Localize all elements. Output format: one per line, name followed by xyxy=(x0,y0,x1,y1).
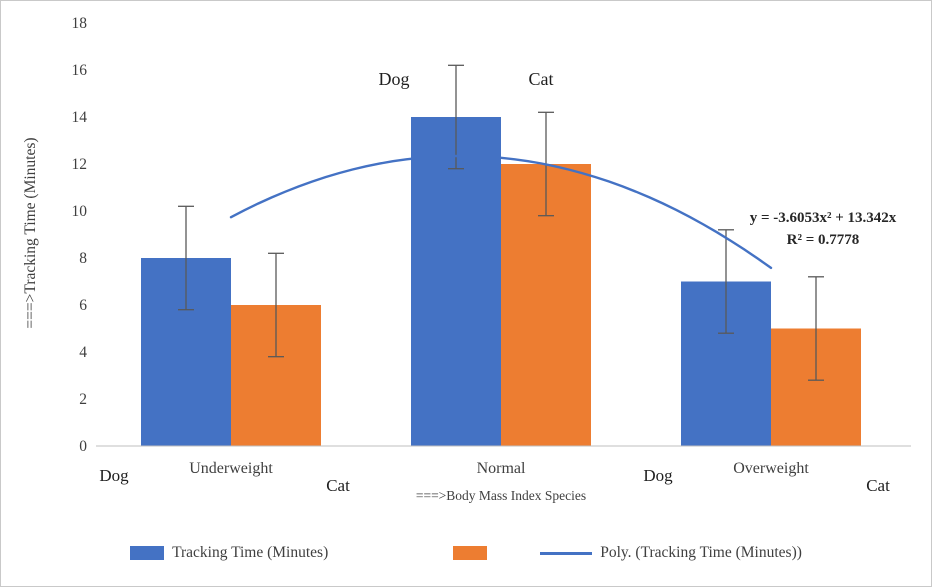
y-tick-label: 6 xyxy=(79,297,87,314)
trendline-r-squared: R² = 0.7778 xyxy=(715,230,931,252)
y-tick-label: 10 xyxy=(72,203,88,220)
legend-label-poly: Poly. (Tracking Time (Minutes)) xyxy=(600,544,802,562)
legend-label-tracking-time: Tracking Time (Minutes) xyxy=(172,544,328,562)
trendline-equation: y = -3.6053x² + 13.342x R² = 0.7778 xyxy=(715,208,931,252)
x-axis-title: ===>Body Mass Index Species xyxy=(96,488,906,504)
legend-swatch-orange-rect xyxy=(453,546,487,560)
trendline-equation-line: y = -3.6053x² + 13.342x xyxy=(715,208,931,230)
y-tick-label: 2 xyxy=(79,391,87,408)
axis-species-label-dog-2: Dog xyxy=(643,466,673,485)
y-tick-label: 12 xyxy=(72,156,88,173)
legend-swatch-poly-line xyxy=(540,552,592,555)
chart-frame: 0 2 4 6 8 10 12 14 16 18 Dog Cat Underweight Normal Ov… xyxy=(0,0,932,587)
legend-item-poly-trendline: Poly. (Tracking Time (Minutes)) xyxy=(540,544,802,562)
category-label-underweight: Underweight xyxy=(189,460,273,477)
y-tick-label: 0 xyxy=(79,438,87,455)
y-tick-label: 18 xyxy=(72,15,88,32)
category-label-normal: Normal xyxy=(477,460,526,477)
series-label-above-dog: Dog xyxy=(379,69,410,89)
y-tick-label: 14 xyxy=(72,109,88,126)
legend-item-tracking-time: Tracking Time (Minutes) xyxy=(130,544,328,562)
legend-item-cat-series xyxy=(453,546,495,560)
y-tick-label: 8 xyxy=(79,250,87,267)
axis-species-label-dog-0: Dog xyxy=(99,466,129,485)
category-label-overweight: Overweight xyxy=(733,460,809,477)
y-tick-label: 4 xyxy=(79,344,87,361)
chart-legend: Tracking Time (Minutes) Poly. (Tracking … xyxy=(1,544,931,562)
y-tick-label: 16 xyxy=(72,62,88,79)
series-label-above-cat: Cat xyxy=(529,69,554,89)
legend-swatch-blue-rect xyxy=(130,546,164,560)
y-axis-title: ===>Tracking Time (Minutes) xyxy=(22,137,40,328)
